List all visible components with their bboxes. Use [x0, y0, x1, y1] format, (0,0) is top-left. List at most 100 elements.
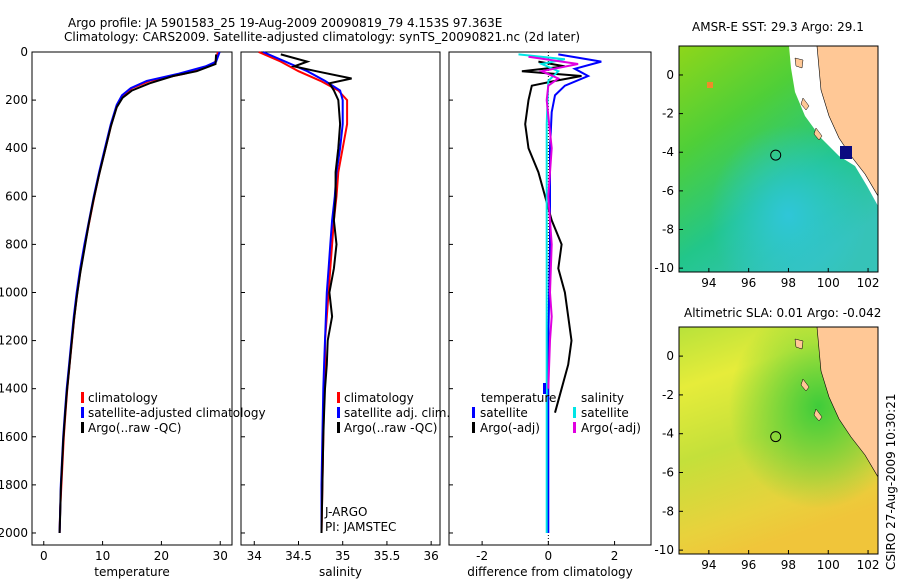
- sst-map-frame: [678, 45, 879, 273]
- legend-label: satellite: [480, 406, 528, 420]
- y-tick-label: -10: [654, 543, 674, 557]
- sla-island: [813, 408, 823, 422]
- x-tick-label: 10: [95, 549, 110, 563]
- plot-frame: [448, 51, 652, 546]
- plot-frame: [31, 51, 233, 546]
- sla-map-title: Altimetric SLA: 0.01 Argo: -0.042: [684, 306, 881, 320]
- float-program-label: J-ARGO: [324, 505, 367, 519]
- x-tick-label: 94: [701, 558, 716, 572]
- credit-text: CSIRO 27-Aug-2009 10:30:21: [884, 394, 898, 570]
- y-tick-label: -2: [662, 107, 674, 121]
- y-tick-label: 200: [5, 93, 28, 107]
- series-line: [262, 51, 344, 533]
- x-tick-label: 102: [857, 558, 880, 572]
- x-tick-label: 0: [545, 549, 553, 563]
- sla-island: [800, 378, 810, 392]
- x-tick-label: 20: [154, 549, 169, 563]
- legend-swatch: [337, 407, 340, 418]
- series-line: [280, 53, 352, 534]
- legend-swatch: [543, 383, 546, 394]
- y-tick-label: 0: [20, 45, 28, 59]
- x-tick-label: 0: [40, 549, 48, 563]
- legend-swatch: [81, 392, 84, 403]
- plot-frame: [240, 51, 441, 546]
- legend-swatch: [81, 407, 84, 418]
- sla-map-frame: [678, 326, 879, 555]
- y-tick-label: 600: [5, 189, 28, 203]
- x-tick-label: 100: [817, 276, 840, 290]
- y-tick-label: 0: [666, 68, 674, 82]
- sla-map-plot: [679, 327, 878, 554]
- series-line: [521, 60, 582, 413]
- y-tick-label: 0: [666, 349, 674, 363]
- x-tick-label: 34.5: [285, 549, 312, 563]
- sst-island: [813, 127, 823, 141]
- legend-swatch: [573, 422, 576, 433]
- series-line: [58, 51, 219, 534]
- y-tick-label: -6: [662, 466, 674, 480]
- y-tick-label: -4: [662, 427, 674, 441]
- y-tick-label: -8: [662, 504, 674, 518]
- float-pi-label: PI: JAMSTEC: [325, 520, 396, 534]
- argo-location-marker: [770, 431, 782, 443]
- legend-label: satellite adj. clim.: [344, 406, 450, 420]
- legend-label: Argo(..raw -QC): [344, 421, 437, 435]
- x-tick-label: 96: [741, 558, 756, 572]
- y-tick-label: -6: [662, 184, 674, 198]
- y-tick-label: -10: [654, 261, 674, 275]
- x-axis-label: difference from climatology: [467, 565, 633, 579]
- y-tick-label: -8: [662, 223, 674, 237]
- x-axis-label: salinity: [319, 565, 362, 579]
- x-tick-label: 30: [213, 549, 228, 563]
- x-tick-label: 34: [247, 549, 262, 563]
- legend-label: Argo(..raw -QC): [88, 421, 181, 435]
- temperature-panel: 0 10 20 30 0 200 400 600 800 1000 1200 1400 1600 1800…: [0, 45, 266, 579]
- y-tick-label: 400: [5, 141, 28, 155]
- sst-map-plot: [679, 46, 878, 272]
- y-tick-label: 1000: [0, 285, 28, 299]
- header-line-2: Climatology: CARS2009. Satellite-adjuste…: [64, 30, 580, 44]
- y-tick-label: -2: [662, 388, 674, 402]
- series-line: [547, 53, 602, 533]
- salinity-panel: 34 34.5 35 35.5 36 salinity climatologysatelli…: [240, 51, 450, 579]
- x-tick-label: 2: [611, 549, 619, 563]
- sla-island: [794, 338, 804, 350]
- argo-location-marker: [770, 149, 782, 161]
- legend-swatch: [337, 422, 340, 433]
- sst-island: [794, 57, 804, 69]
- sst-dark-cell: [840, 146, 852, 159]
- difference-panel: -2 0 2 difference from climatology temperatu…: [448, 51, 652, 579]
- legend-label: climatology: [344, 391, 414, 405]
- y-tick-label: 2000: [0, 526, 28, 540]
- sst-map-axes: 94 96 98 100 102 0 -2 -4 -6 -8 -10: [654, 68, 879, 290]
- sst-map: AMSR-E SST: 29.3 Argo: 29.1 94 96 98 100 102…: [654, 20, 879, 290]
- sst-island: [800, 97, 810, 111]
- y-tick-label: 1800: [0, 478, 28, 492]
- series-line: [528, 55, 579, 389]
- x-tick-label: -2: [476, 549, 488, 563]
- x-tick-label: 96: [741, 276, 756, 290]
- legend-label: Argo(-adj): [480, 421, 540, 435]
- sla-map-axes: 94 96 98 100 102 0 -2 -4 -6 -8 -10: [654, 349, 879, 572]
- legend-swatch: [472, 422, 475, 433]
- legend-heading: temperature: [481, 391, 556, 405]
- sla-land: [816, 327, 878, 478]
- header-line-1: Argo profile: JA 5901583_25 19-Aug-2009 …: [68, 16, 502, 30]
- legend-label: satellite-adjusted climatology: [88, 406, 266, 420]
- x-tick-label: 98: [781, 276, 796, 290]
- legend-swatch: [472, 407, 475, 418]
- series-line: [58, 51, 221, 534]
- x-tick-label: 35.5: [374, 549, 401, 563]
- y-tick-label: 1600: [0, 430, 28, 444]
- legend-label: climatology: [88, 391, 158, 405]
- x-tick-label: 100: [817, 558, 840, 572]
- legend-swatch: [81, 422, 84, 433]
- series-line: [258, 51, 349, 534]
- legend-label: Argo(-adj): [581, 421, 641, 435]
- legend-swatch: [337, 392, 340, 403]
- sla-map: Altimetric SLA: 0.01 Argo: -0.042 94 96 98…: [654, 306, 881, 572]
- x-tick-label: 94: [701, 276, 716, 290]
- sst-warm-cell: [707, 82, 713, 88]
- y-tick-label: 1400: [0, 382, 28, 396]
- series-line: [58, 54, 218, 534]
